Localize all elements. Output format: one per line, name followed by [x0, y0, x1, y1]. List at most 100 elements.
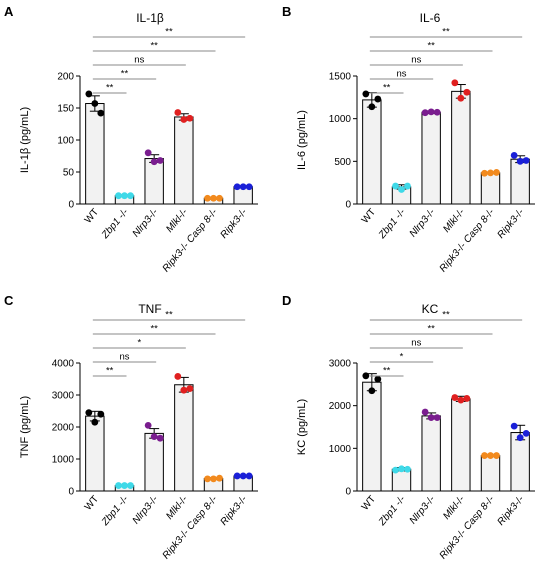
bar-wt: [362, 381, 382, 492]
y-tick-label: 2000: [329, 401, 352, 412]
chart-title: IL-1β: [136, 11, 164, 25]
data-point: [233, 472, 241, 480]
data-point: [97, 410, 105, 418]
bar-wt: [362, 99, 382, 205]
y-tick-label: 1500: [329, 72, 352, 83]
data-point: [204, 475, 211, 483]
significance-label: *: [137, 338, 141, 349]
data-point: [115, 192, 122, 200]
data-point: [216, 194, 223, 202]
significance-label: **: [383, 83, 391, 94]
bar-mlkl: [174, 116, 194, 205]
data-point: [144, 422, 152, 429]
data-point: [421, 109, 429, 117]
y-tick-label: 1000: [52, 455, 75, 466]
y-axis-label: IL-6 (pg/mL): [296, 110, 308, 170]
bar-nlrp3: [421, 111, 441, 205]
x-tick-label: Ripk3-/- Casp 8-/-: [438, 207, 497, 275]
x-tick-label: Mlkl-/-: [164, 494, 190, 522]
significance-label: **: [165, 27, 173, 38]
data-point: [121, 482, 128, 489]
data-point: [421, 408, 429, 416]
data-point: [85, 409, 93, 416]
y-axis-label: IL-1β (pg/mL): [19, 107, 31, 173]
bar-nlrp3: [144, 432, 164, 492]
y-tick-label: 0: [68, 487, 74, 498]
y-tick-label: 150: [57, 104, 74, 115]
bar-mlkl: [451, 398, 471, 492]
data-point: [427, 108, 435, 116]
data-point: [493, 452, 500, 459]
data-point: [463, 395, 471, 402]
data-point: [433, 414, 441, 422]
data-point: [481, 452, 488, 459]
data-point: [150, 158, 158, 166]
x-tick-label: WT: [83, 207, 101, 226]
x-tick-label: Nlrp3-/-: [408, 207, 438, 240]
data-point: [245, 472, 253, 480]
data-point: [210, 475, 217, 483]
x-tick-label: Nlrp3-/-: [131, 207, 161, 240]
data-point: [368, 387, 376, 395]
data-point: [522, 430, 530, 437]
y-tick-label: 100: [57, 136, 74, 147]
y-tick-label: 1000: [329, 444, 352, 455]
data-point: [216, 474, 223, 482]
y-tick-label: 4000: [52, 359, 75, 370]
y-tick-label: 2000: [52, 423, 75, 434]
panel-letter: C: [4, 293, 14, 308]
x-tick-label: Zbp1 -/-: [376, 494, 408, 529]
x-tick-label: Nlrp3-/-: [408, 494, 438, 527]
significance-label: ns: [396, 69, 406, 80]
data-point: [457, 94, 465, 102]
bar-ripk3: [510, 158, 530, 205]
x-tick-label: Zbp1 -/-: [99, 207, 131, 242]
data-point: [398, 186, 405, 193]
x-tick-label: Zbp1 -/-: [99, 494, 131, 529]
bar-ripk3: [510, 432, 530, 492]
significance-label: **: [427, 41, 435, 52]
data-point: [516, 434, 524, 442]
y-tick-label: 0: [345, 487, 351, 498]
data-point: [522, 157, 530, 164]
significance-label: **: [150, 324, 158, 335]
x-tick-label: WT: [360, 207, 378, 226]
y-tick-label: 0: [68, 200, 74, 211]
y-tick-label: 3000: [329, 359, 352, 370]
significance-label: **: [442, 27, 450, 38]
x-tick-label: Ripk3-/- Casp 8-/-: [161, 494, 220, 562]
chart-title: KC: [422, 302, 439, 316]
data-point: [180, 386, 188, 394]
data-point: [451, 79, 459, 87]
significance-label: ns: [411, 55, 421, 66]
data-point: [493, 169, 500, 176]
data-point: [368, 103, 376, 111]
x-tick-label: WT: [360, 494, 378, 513]
data-point: [487, 169, 494, 177]
bar-wt: [85, 103, 105, 205]
y-tick-label: 3000: [52, 391, 75, 402]
significance-label: ns: [119, 352, 129, 363]
bar-mlkl: [451, 90, 471, 205]
data-point: [150, 433, 158, 440]
data-point: [91, 100, 99, 107]
bar-mlkl: [174, 384, 194, 492]
data-point: [392, 466, 399, 474]
y-tick-label: 0: [345, 200, 351, 211]
significance-label: **: [427, 324, 435, 335]
data-point: [121, 192, 128, 200]
x-tick-label: Ripk3-/- Casp 8-/-: [438, 494, 497, 562]
data-point: [404, 465, 411, 473]
data-point: [127, 192, 134, 200]
x-tick-label: WT: [83, 494, 101, 513]
significance-label: **: [442, 310, 450, 321]
data-point: [510, 151, 518, 159]
data-point: [427, 414, 435, 422]
x-tick-label: Ripk3-/-: [496, 207, 527, 241]
data-point: [487, 452, 494, 459]
data-point: [156, 434, 164, 442]
significance-label: **: [150, 41, 158, 52]
data-point: [174, 109, 182, 116]
